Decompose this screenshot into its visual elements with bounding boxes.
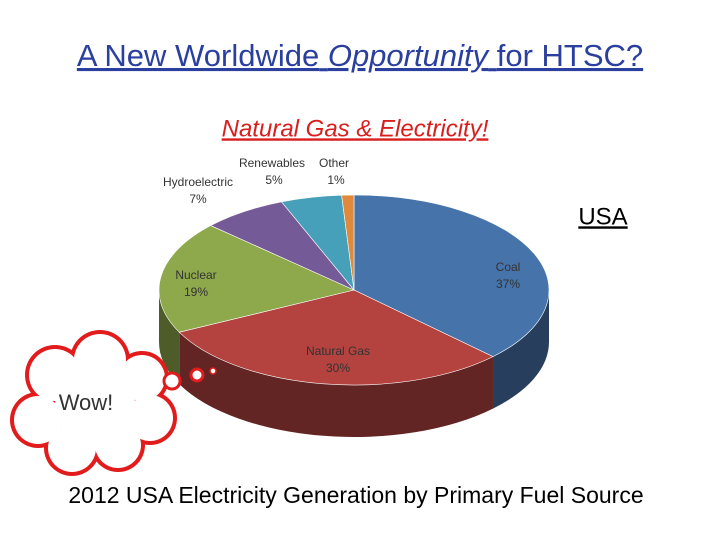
title-part: Opportunity <box>328 38 491 73</box>
callout-text: Wow! <box>59 390 114 415</box>
cloud-fill <box>14 334 173 472</box>
slice-label: Nuclear <box>175 268 216 282</box>
slide-title: A New Worldwide Opportunity for HTSC? <box>77 38 643 73</box>
slice <box>178 289 494 386</box>
slice-value-label: 30% <box>326 361 350 375</box>
slice <box>158 225 355 333</box>
slice-value-label: 37% <box>496 277 520 291</box>
slice-value-label: 5% <box>265 173 283 187</box>
slice-label: Coal <box>496 260 521 274</box>
slice <box>341 194 355 291</box>
slice-label: Other <box>319 156 349 170</box>
subtitle: Natural Gas & Electricity! <box>222 115 489 142</box>
chart-caption: 2012 USA Electricity Generation by Prima… <box>68 482 643 508</box>
pie: Coal 37% Natural Gas 30% Nuclear 19% Hydroelec… <box>158 156 550 437</box>
slice-side <box>159 290 180 385</box>
slice-label: Hydroelectric <box>163 175 233 189</box>
slice-value-label: 7% <box>189 192 207 206</box>
thought-bubble <box>189 367 205 383</box>
slice-value-label: 19% <box>184 285 208 299</box>
slice-value-label: 1% <box>327 173 345 187</box>
title-part: A New Worldwide <box>77 38 319 73</box>
slice-label: Natural Gas <box>306 344 370 358</box>
slice-label: Renewables <box>239 156 305 170</box>
region-label: USA <box>578 203 627 230</box>
slice-side <box>492 290 549 409</box>
slice-side <box>179 332 493 437</box>
title-part: for HTSC? <box>497 38 643 73</box>
slice <box>353 194 550 357</box>
thought-bubble <box>209 367 217 375</box>
thought-bubble <box>162 371 182 391</box>
